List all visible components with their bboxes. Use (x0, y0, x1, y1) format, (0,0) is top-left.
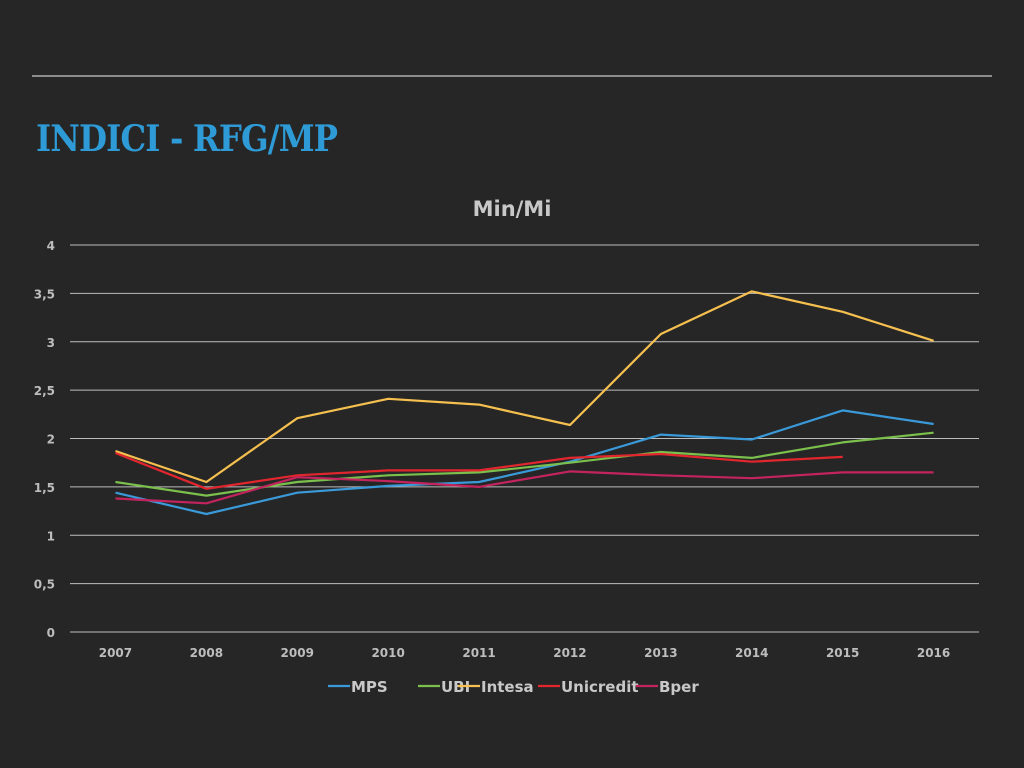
y-tick-label: 0,5 (34, 578, 55, 592)
y-tick-label: 2,5 (34, 384, 55, 398)
legend-item-bper: Bper (636, 678, 699, 696)
gridlines (70, 244, 979, 633)
chart-title: Min/Mi (473, 197, 552, 221)
x-tick-label: 2010 (371, 646, 404, 660)
x-axis-ticks: 2007 2008 2009 2010 2011 2012 2013 2014 2015 2016 (99, 646, 951, 660)
x-tick-label: 2012 (553, 646, 586, 660)
series-line-ubi (115, 431, 934, 497)
legend-label: Intesa (481, 678, 534, 696)
series-lines (115, 290, 934, 516)
x-tick-label: 2007 (99, 646, 132, 660)
y-tick-label: 2 (47, 433, 55, 447)
series-line-unicredit (115, 451, 843, 490)
y-tick-label: 4 (47, 239, 55, 253)
legend-label: Unicredit (561, 678, 639, 696)
legend-label: MPS (351, 678, 388, 696)
legend-label: UBI (441, 678, 470, 696)
x-tick-label: 2009 (281, 646, 314, 660)
y-tick-label: 1,5 (34, 481, 55, 495)
y-tick-label: 0 (47, 626, 55, 640)
legend: MPS UBI Intesa Unicredit Bper (328, 678, 699, 696)
series-line-bper (115, 470, 934, 505)
x-tick-label: 2016 (917, 646, 950, 660)
slide-title: INDICI - RFG/MP (36, 118, 338, 160)
y-tick-label: 3 (47, 336, 55, 350)
x-tick-label: 2014 (735, 646, 768, 660)
y-tick-label: 3,5 (34, 287, 55, 301)
legend-item-mps: MPS (328, 678, 388, 696)
x-tick-label: 2008 (190, 646, 223, 660)
y-axis-ticks: 0 0,5 1 1,5 2 2,5 3 3,5 4 (34, 239, 55, 640)
legend-label: Bper (659, 678, 699, 696)
x-tick-label: 2013 (644, 646, 677, 660)
legend-item-unicredit: Unicredit (538, 678, 639, 696)
y-tick-label: 1 (47, 529, 55, 543)
series-line-intesa (115, 290, 934, 484)
x-tick-label: 2011 (462, 646, 495, 660)
series-line-mps (115, 409, 934, 516)
x-tick-label: 2015 (826, 646, 859, 660)
legend-item-ubi: UBI (418, 678, 470, 696)
legend-item-intesa: Intesa (458, 678, 534, 696)
top-divider (32, 75, 992, 77)
